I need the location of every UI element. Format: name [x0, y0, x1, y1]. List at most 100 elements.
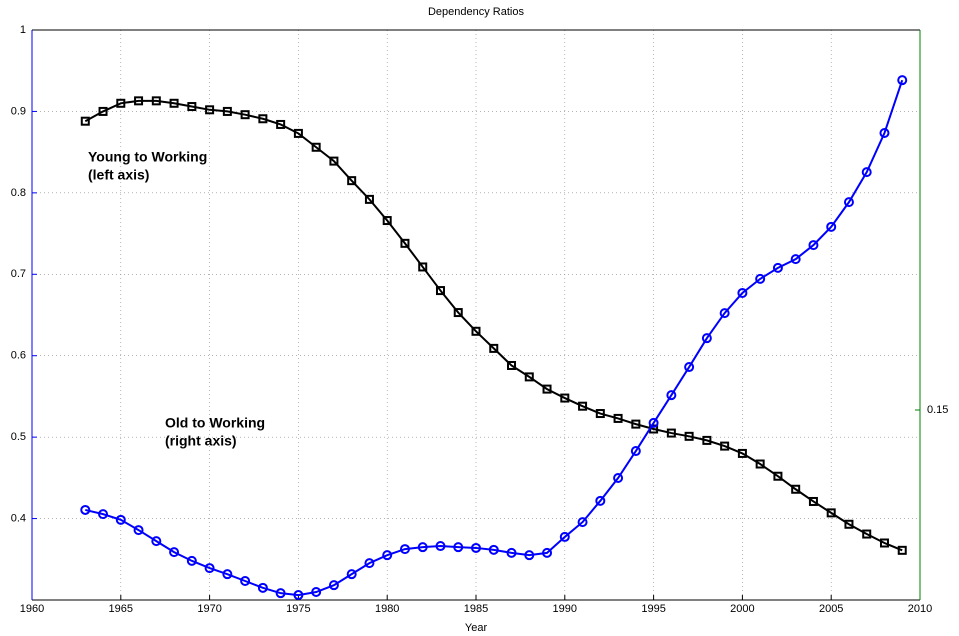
marker [222, 569, 233, 580]
marker [507, 360, 517, 370]
marker [719, 308, 730, 319]
marker [879, 127, 890, 138]
marker [418, 262, 428, 272]
marker [346, 569, 357, 580]
marker [187, 102, 197, 112]
marker [755, 459, 765, 469]
marker [382, 550, 393, 561]
marker [364, 558, 375, 569]
marker [791, 484, 801, 494]
marker [897, 545, 907, 555]
annotation: (left axis) [88, 167, 149, 183]
marker [116, 98, 126, 108]
marker [471, 326, 481, 336]
marker [311, 587, 322, 598]
marker [222, 106, 232, 116]
marker [861, 167, 872, 178]
marker [613, 413, 623, 423]
marker [240, 110, 250, 120]
marker [666, 390, 677, 401]
marker [364, 194, 374, 204]
marker [577, 517, 588, 528]
marker [399, 544, 410, 555]
marker [595, 409, 605, 419]
marker [524, 550, 535, 561]
marker [684, 362, 695, 373]
marker [862, 529, 872, 539]
marker [489, 343, 499, 353]
marker [435, 541, 446, 552]
marker [844, 519, 854, 529]
marker [560, 393, 570, 403]
marker [542, 384, 552, 394]
marker [737, 448, 747, 458]
marker [897, 75, 908, 86]
marker [702, 435, 712, 445]
marker [826, 221, 837, 232]
marker [400, 238, 410, 248]
marker [542, 547, 553, 558]
marker [293, 128, 303, 138]
x-axis-label: Year [465, 622, 488, 634]
marker [879, 538, 889, 548]
marker [773, 471, 783, 481]
marker [435, 286, 445, 296]
series-line [85, 79, 904, 597]
marker [666, 428, 676, 438]
y-tick-label: 0.7 [11, 268, 26, 280]
marker [453, 308, 463, 318]
marker [329, 156, 339, 166]
marker [134, 96, 144, 106]
marker [98, 509, 109, 520]
chart-title: Dependency Ratios [428, 6, 525, 18]
marker [737, 287, 748, 298]
marker [843, 197, 854, 208]
marker [471, 542, 481, 553]
marker [347, 176, 357, 186]
marker [826, 508, 836, 518]
series-line [84, 99, 903, 552]
marker [204, 563, 215, 574]
marker [613, 473, 624, 484]
marker [701, 333, 712, 344]
marker [275, 588, 286, 599]
y-tick-label: 0.6 [11, 350, 26, 362]
marker [133, 525, 144, 536]
y-tick-label: 0.9 [11, 105, 26, 117]
annotation: (right axis) [165, 433, 237, 449]
x-tick-label: 2000 [730, 603, 754, 615]
marker [115, 514, 126, 525]
marker [631, 419, 641, 429]
marker [293, 590, 304, 601]
marker [80, 116, 90, 126]
marker [276, 119, 286, 129]
x-tick-label: 1995 [641, 603, 665, 615]
x-tick-label: 1990 [553, 603, 577, 615]
marker [506, 547, 517, 558]
y-tick-label: 0.4 [11, 512, 26, 524]
marker [240, 576, 251, 586]
marker [328, 580, 339, 591]
marker [720, 441, 730, 451]
x-tick-label: 2010 [908, 603, 932, 615]
marker [559, 531, 570, 542]
marker [684, 431, 694, 441]
marker [630, 446, 641, 457]
marker [169, 98, 179, 108]
x-tick-label: 1985 [464, 603, 488, 615]
annotation: Young to Working [88, 149, 207, 165]
marker [417, 542, 428, 553]
marker [755, 273, 766, 284]
marker [169, 547, 180, 558]
marker [382, 216, 392, 226]
marker [257, 582, 268, 593]
x-tick-label: 1960 [20, 603, 44, 615]
marker [772, 262, 783, 273]
y-tick-label: 0.8 [11, 187, 26, 199]
marker [311, 142, 321, 152]
marker [595, 495, 606, 506]
x-tick-label: 2005 [819, 603, 843, 615]
marker [648, 417, 659, 428]
marker [488, 544, 499, 555]
marker [808, 496, 818, 506]
